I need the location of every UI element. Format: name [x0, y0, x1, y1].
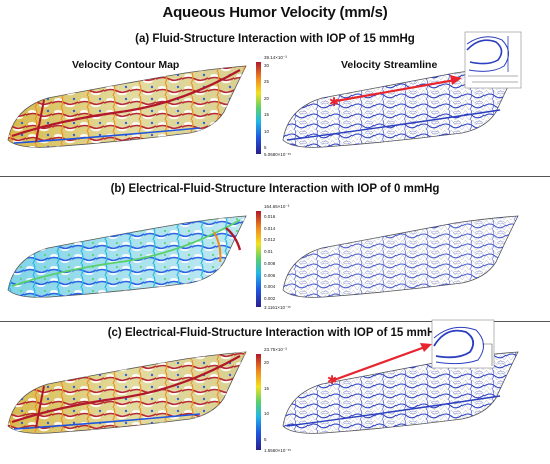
colorbar-tick-label: 0.008 — [264, 260, 276, 266]
figure-title: Aqueous Humor Velocity (mm/s) — [162, 4, 388, 21]
colorbar-tick-label: 0.016 — [264, 214, 276, 219]
colorbar-max-label: 23.75×10⁻³ — [264, 347, 287, 352]
panel-b-colorbar — [256, 211, 261, 307]
red-pointer-arrow-icon — [450, 75, 462, 85]
panel-divider-1 — [0, 176, 550, 177]
panel-a-contour-map — [7, 65, 247, 148]
colorbar-tick-label: 30 — [264, 63, 270, 68]
panel-c-streamline-map — [282, 351, 519, 434]
panel-a-inset — [464, 31, 522, 89]
panel-divider-2 — [0, 321, 550, 322]
colorbar-tick-label: 0.004 — [264, 284, 276, 290]
panel-b-title: (b) Electrical-Fluid-Structure Interacti… — [110, 183, 440, 195]
colorbar-tick-label: 5 — [264, 145, 267, 150]
colorbar-tick-label: 0.012 — [264, 237, 276, 243]
colorbar-tick-label: 0.014 — [264, 225, 276, 231]
panel-c-pointer: ✱ — [327, 343, 432, 387]
colorbar-max-label: 39.14×10⁻³ — [264, 55, 287, 60]
colorbar-tick-label: 25 — [264, 79, 270, 85]
colorbar-tick-label: 10 — [264, 128, 270, 134]
colorbar-min-label: 5.0680×10⁻¹⁵ — [264, 152, 292, 157]
colorbar-tick-label: 5 — [264, 437, 267, 442]
panel-c-title: (c) Electrical-Fluid-Structure Interacti… — [107, 327, 443, 339]
velocity-streamline-label: Velocity Streamline — [341, 59, 438, 71]
colorbar-tick-label: 20 — [264, 360, 270, 365]
panel-c-inset — [431, 319, 495, 369]
velocity-contour-map-label: Velocity Contour Map — [72, 59, 180, 71]
colorbar-tick-label: 10 — [264, 411, 270, 417]
panel-c-contour-map — [7, 351, 247, 434]
colorbar-tick-label: 0.002 — [264, 296, 276, 301]
panel-b-streamline-map — [282, 215, 519, 298]
colorbar-min-label: 1.5560×10⁻¹⁵ — [264, 448, 292, 453]
colorbar-min-label: 3.1161×10⁻¹⁵ — [264, 305, 291, 310]
colorbar-tick-label: 0.006 — [264, 272, 276, 278]
red-star-marker-icon: ✱ — [327, 373, 337, 387]
colorbar-tick-label: 20 — [264, 95, 270, 101]
panel-a-pointer: ✱ — [329, 75, 462, 109]
colorbar-tick-label: 0.01 — [264, 249, 273, 255]
red-pointer-arrow-icon — [420, 343, 432, 352]
colorbar-tick-label: 15 — [264, 385, 270, 391]
panel-a-title: (a) Fluid-Structure Interaction with IOP… — [135, 33, 415, 45]
panel-b-contour-map — [7, 215, 247, 298]
colorbar-max-label: 164.65×10⁻³ — [264, 204, 290, 209]
red-star-marker-icon: ✱ — [329, 95, 339, 109]
colorbar-tick-label: 15 — [264, 112, 270, 118]
panel-c-colorbar — [256, 354, 261, 450]
panel-a-colorbar — [256, 62, 261, 154]
